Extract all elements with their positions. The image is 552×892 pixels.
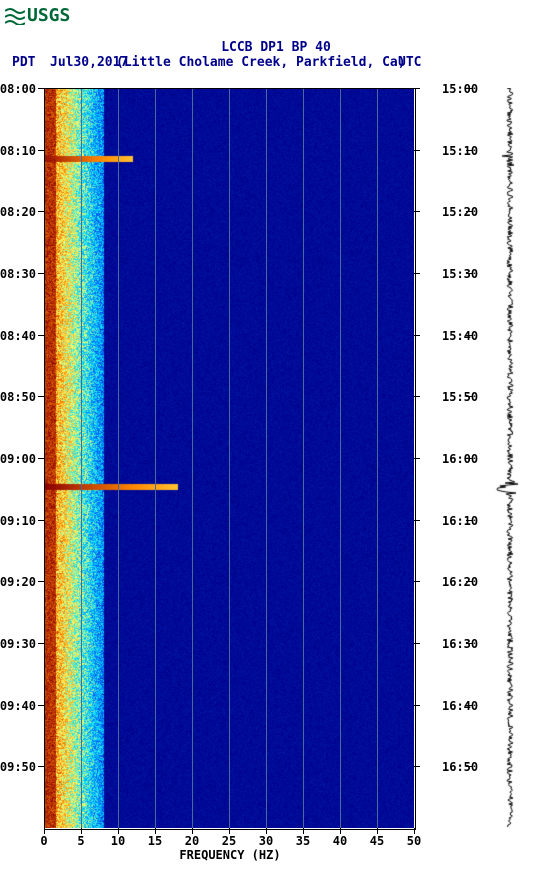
seis-tick — [466, 581, 472, 582]
y-tick-right: 16:20 — [442, 575, 478, 589]
seis-tick — [466, 211, 472, 212]
y-tick-left: 08:50 — [0, 390, 36, 404]
y-tick-left: 08:20 — [0, 205, 36, 219]
tz-right-label: UTC — [398, 55, 421, 70]
seis-tick — [466, 273, 472, 274]
y-tick-left: 08:40 — [0, 329, 36, 343]
plot-border — [44, 88, 416, 830]
x-tick: 30 — [259, 834, 273, 848]
x-tick: 40 — [333, 834, 347, 848]
x-tick: 15 — [148, 834, 162, 848]
seis-tick — [466, 643, 472, 644]
seis-tick — [466, 705, 472, 706]
y-tick-right: 15:40 — [442, 329, 478, 343]
y-tick-right: 15:50 — [442, 390, 478, 404]
seis-tick — [466, 458, 472, 459]
y-tick-right: 16:10 — [442, 514, 478, 528]
seismogram-trace — [480, 88, 540, 828]
y-tick-left: 09:20 — [0, 575, 36, 589]
seis-tick — [466, 396, 472, 397]
x-axis-label: FREQUENCY (HZ) — [0, 848, 460, 862]
y-tick-left: 09:10 — [0, 514, 36, 528]
x-tick: 25 — [222, 834, 236, 848]
y-tick-left: 09:40 — [0, 699, 36, 713]
y-tick-left: 08:30 — [0, 267, 36, 281]
seis-tick — [466, 88, 472, 89]
seis-tick — [466, 335, 472, 336]
x-tick: 20 — [185, 834, 199, 848]
y-tick-right: 15:20 — [442, 205, 478, 219]
x-tick: 45 — [370, 834, 384, 848]
tz-left-label: PDT — [12, 55, 35, 70]
y-tick-right: 15:30 — [442, 267, 478, 281]
x-tick: 50 — [407, 834, 421, 848]
y-tick-left: 09:00 — [0, 452, 36, 466]
y-tick-left: 08:00 — [0, 82, 36, 96]
x-tick: 0 — [40, 834, 47, 848]
y-tick-right: 16:40 — [442, 699, 478, 713]
x-tick: 35 — [296, 834, 310, 848]
x-tick: 5 — [77, 834, 84, 848]
y-tick-left: 09:50 — [0, 760, 36, 774]
y-tick-right: 15:00 — [442, 82, 478, 96]
seis-tick — [466, 520, 472, 521]
usgs-wave-icon — [5, 7, 25, 25]
x-tick: 10 — [111, 834, 125, 848]
y-tick-right: 16:30 — [442, 637, 478, 651]
chart-title: LCCB DP1 BP 40 — [0, 40, 552, 55]
y-tick-left: 08:10 — [0, 144, 36, 158]
y-tick-right: 15:10 — [442, 144, 478, 158]
seis-tick — [466, 766, 472, 767]
y-tick-right: 16:00 — [442, 452, 478, 466]
usgs-logo: USGS — [5, 5, 70, 26]
y-tick-right: 16:50 — [442, 760, 478, 774]
usgs-text: USGS — [27, 5, 70, 26]
y-tick-left: 09:30 — [0, 637, 36, 651]
location-label: (Little Cholame Creek, Parkfield, Ca) — [116, 55, 406, 70]
seis-tick — [466, 150, 472, 151]
